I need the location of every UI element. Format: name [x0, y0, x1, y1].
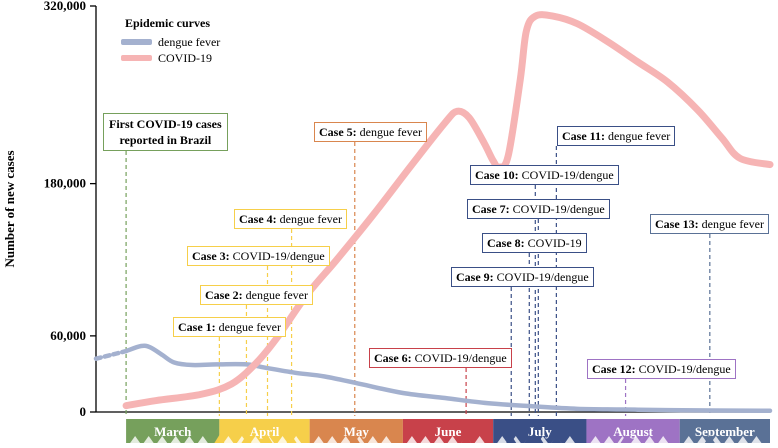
month-label-september: September — [695, 424, 755, 439]
week-marker — [447, 436, 458, 443]
week-marker — [277, 436, 288, 443]
week-marker — [590, 436, 601, 443]
week-marker — [724, 436, 735, 443]
y-tick-label: 180,000 — [44, 176, 86, 191]
week-marker — [223, 436, 234, 443]
y-tick-label: 320,000 — [44, 0, 86, 13]
case-8-box: Case 8: COVID-19 — [482, 233, 587, 253]
axes: 0 60,000 180,000 320,000 Number of new cases — [2, 0, 770, 419]
legend-label-dengue: dengue fever — [158, 35, 220, 49]
week-marker — [157, 436, 168, 443]
series-dengue-fever — [123, 343, 773, 413]
case-4-box: Case 4: dengue fever — [234, 209, 347, 229]
month-label-may: May — [344, 424, 370, 439]
week-marker — [197, 436, 208, 443]
case-7-box: Case 7: COVID-19/dengue — [467, 199, 610, 219]
week-marker — [564, 436, 575, 443]
case-marker — [286, 435, 297, 443]
case-marker — [349, 435, 360, 443]
first-cases-line-2: reported in Brazil — [119, 133, 212, 147]
legend-title: Epidemic curves — [125, 16, 210, 30]
week-marker — [631, 436, 642, 443]
week-marker — [250, 436, 261, 443]
week-marker — [381, 436, 392, 443]
legend-swatch-dengue — [121, 39, 152, 45]
case-2-box: Case 2: dengue fever — [200, 285, 313, 305]
week-marker — [130, 436, 141, 443]
month-label-april: April — [250, 424, 280, 439]
week-marker — [143, 436, 154, 443]
case-marker — [551, 435, 562, 443]
y-axis-title: Number of new cases — [2, 150, 17, 267]
case-marker — [262, 435, 273, 443]
month-label-august: August — [613, 424, 653, 439]
case-marker — [620, 435, 631, 443]
week-marker — [697, 436, 708, 443]
week-marker — [497, 436, 508, 443]
y-tick-label: 0 — [80, 404, 87, 419]
case-9-box: Case 9: COVID-19/dengue — [451, 267, 594, 287]
case-marker — [214, 435, 225, 443]
case-11-box: Case 11: dengue fever — [557, 126, 676, 146]
series-covid-19 — [122, 11, 774, 410]
week-marker — [683, 436, 694, 443]
week-marker — [751, 436, 762, 443]
week-marker — [644, 436, 655, 443]
legend-swatch-covid — [121, 55, 152, 61]
legend: Epidemic curves dengue fever COVID-19 — [121, 16, 220, 65]
week-marker — [737, 436, 748, 443]
case-13-box: Case 13: dengue fever — [650, 214, 769, 234]
week-marker — [170, 436, 181, 443]
case-marker — [530, 435, 541, 443]
week-marker — [434, 436, 445, 443]
first-cases-annotation: First COVID-19 cases reported in Brazil — [103, 113, 228, 151]
legend-label-covid: COVID-19 — [158, 51, 212, 65]
case-1-box: Case 1: dengue fever — [173, 317, 286, 337]
week-marker — [184, 436, 195, 443]
week-marker — [658, 436, 669, 443]
case-marker — [461, 435, 472, 443]
week-marker — [327, 436, 338, 443]
week-marker — [604, 436, 615, 443]
week-marker — [420, 436, 431, 443]
week-marker — [474, 436, 485, 443]
series-lines — [93, 11, 774, 413]
case-6-box: Case 6: COVID-19/dengue — [369, 348, 512, 368]
series-dengue-fever-dashed — [93, 348, 129, 361]
case-12-box: Case 12: COVID-19/dengue — [587, 359, 736, 379]
month-bar: March April May June July August September — [126, 419, 770, 443]
week-marker — [367, 436, 378, 443]
month-label-july: July — [528, 424, 552, 439]
week-marker — [340, 436, 351, 443]
month-label-june: June — [435, 424, 462, 439]
case-3-box: Case 3: COVID-19/dengue — [187, 246, 330, 266]
case-marker — [506, 435, 517, 443]
case-10-box: Case 10: COVID-19/dengue — [470, 165, 619, 185]
y-tick-label: 60,000 — [50, 328, 86, 343]
week-marker — [313, 436, 324, 443]
month-label-march: March — [154, 424, 192, 439]
case-marker — [241, 435, 252, 443]
week-marker — [406, 436, 417, 443]
case-5-box: Case 5: dengue fever — [314, 122, 427, 142]
case-marker — [704, 435, 715, 443]
first-cases-line-1: First COVID-19 cases — [109, 117, 222, 131]
